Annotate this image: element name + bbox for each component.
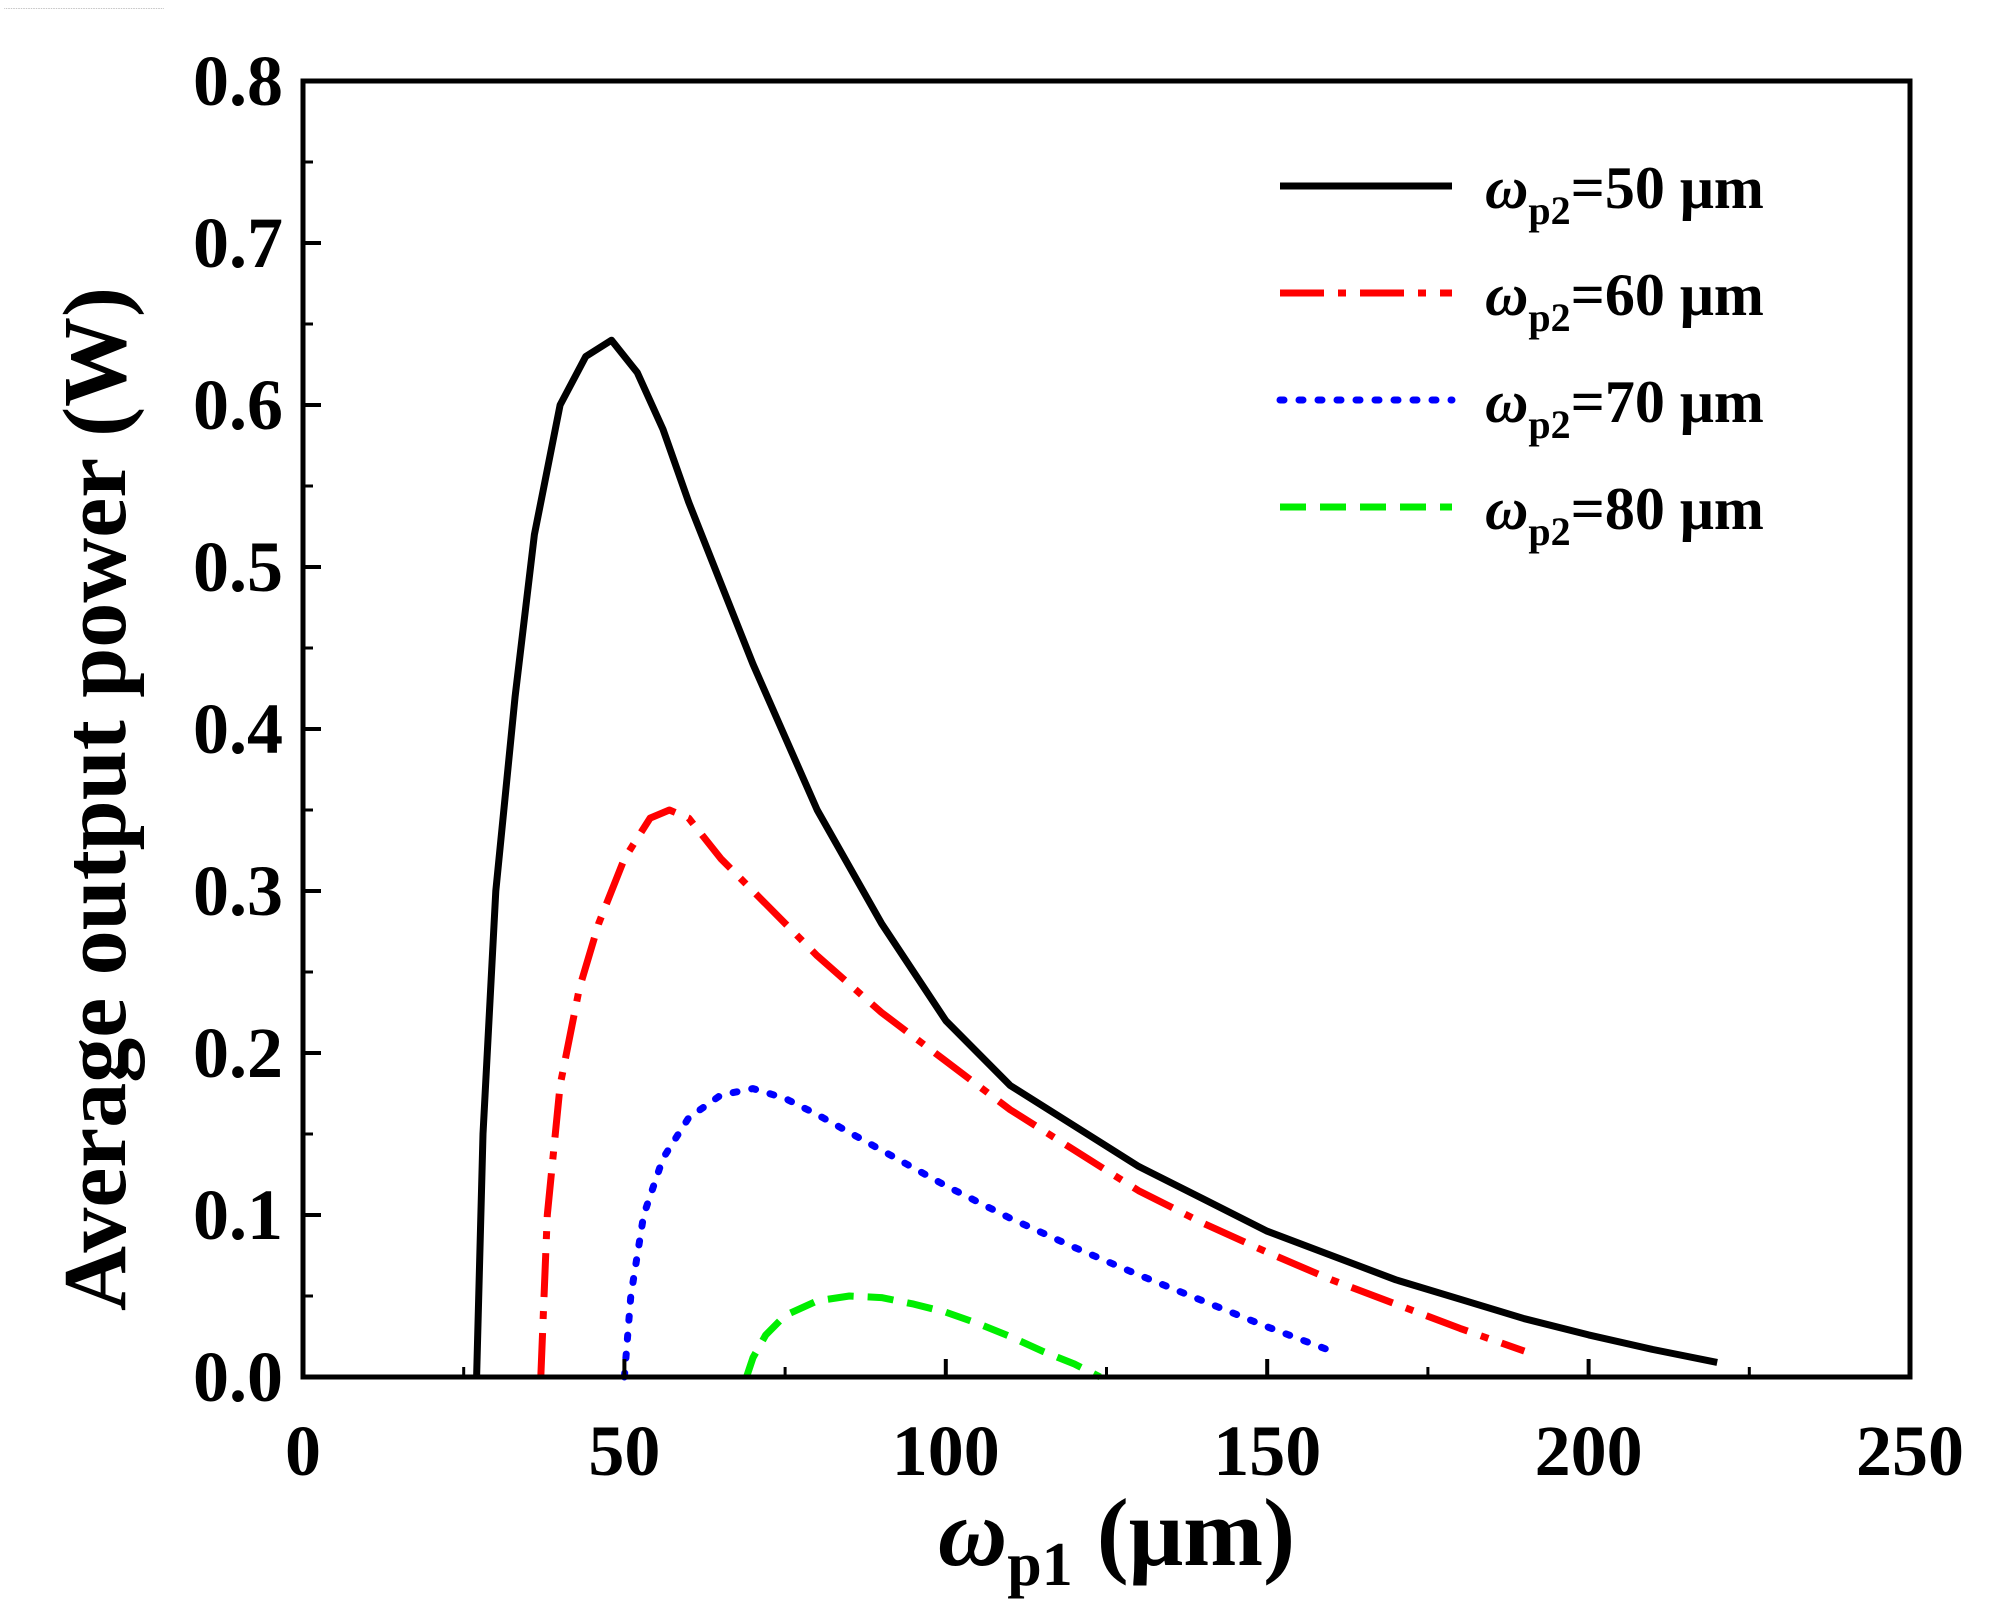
x-axis-label-sub: p1 bbox=[1007, 1531, 1072, 1599]
series-line-1 bbox=[473, 336, 1718, 1378]
x-tick-label: 200 bbox=[1535, 1411, 1643, 1491]
legend-label-rest: =50 μm bbox=[1571, 155, 1764, 221]
series-line-3 bbox=[620, 1085, 1335, 1381]
y-tick-label: 0.0 bbox=[193, 1337, 283, 1417]
legend-label-symbol: ω bbox=[1485, 155, 1528, 221]
y-tick-label: 0.8 bbox=[193, 41, 283, 121]
legend-label-1: ωp2=50 μm bbox=[1485, 155, 1764, 233]
y-tick-labels: 0.0 0.1 0.2 0.3 0.4 0.5 0.6 0.7 0.8 bbox=[193, 41, 283, 1417]
legend-label-sub: p2 bbox=[1528, 402, 1570, 447]
legend-label-symbol: ω bbox=[1485, 476, 1528, 542]
y-tick-label: 0.7 bbox=[193, 203, 283, 283]
x-tick-label: 150 bbox=[1213, 1411, 1321, 1491]
y-tick-label: 0.4 bbox=[193, 689, 283, 769]
legend-label-sub: p2 bbox=[1528, 509, 1570, 554]
y-tick-label: 0.3 bbox=[193, 851, 283, 931]
x-tick-label: 0 bbox=[285, 1411, 321, 1491]
legend-label-sub: p2 bbox=[1528, 295, 1570, 340]
legend-label-sub: p2 bbox=[1528, 188, 1570, 233]
x-tick-labels: 0 50 100 150 200 250 bbox=[285, 1411, 1964, 1491]
legend-label-3: ωp2=70 μm bbox=[1485, 369, 1764, 447]
legend-label-rest: =80 μm bbox=[1571, 476, 1764, 542]
x-tick-label: 250 bbox=[1856, 1411, 1964, 1491]
x-axis-label-symbol: ω bbox=[938, 1479, 1007, 1586]
x-axis-label: ωp1 (μm) bbox=[938, 1479, 1295, 1599]
x-tick-label: 100 bbox=[892, 1411, 1000, 1491]
y-tick-label: 0.1 bbox=[193, 1175, 283, 1255]
x-tick-label: 50 bbox=[588, 1411, 660, 1491]
series-layer bbox=[473, 336, 1718, 1381]
legend-label-rest: =60 μm bbox=[1571, 262, 1764, 328]
x-axis-label-unit: (μm) bbox=[1073, 1479, 1295, 1586]
legend-label-rest: =70 μm bbox=[1571, 369, 1764, 435]
series-line-2 bbox=[537, 806, 1526, 1378]
legend-label-symbol: ω bbox=[1485, 369, 1528, 435]
legend-label-4: ωp2=80 μm bbox=[1485, 476, 1764, 554]
y-axis-label: Average output power (W) bbox=[46, 287, 145, 1311]
y-tick-label: 0.5 bbox=[193, 527, 283, 607]
series-line-4 bbox=[743, 1292, 1102, 1381]
header-note: …………………………………………………………………………………… bbox=[4, 5, 164, 11]
y-tick-label: 0.2 bbox=[193, 1013, 283, 1093]
ticks-layer bbox=[301, 79, 1912, 1379]
legend-label-symbol: ω bbox=[1485, 262, 1528, 328]
y-tick-label: 0.6 bbox=[193, 365, 283, 445]
legend-label-2: ωp2=60 μm bbox=[1485, 262, 1764, 340]
